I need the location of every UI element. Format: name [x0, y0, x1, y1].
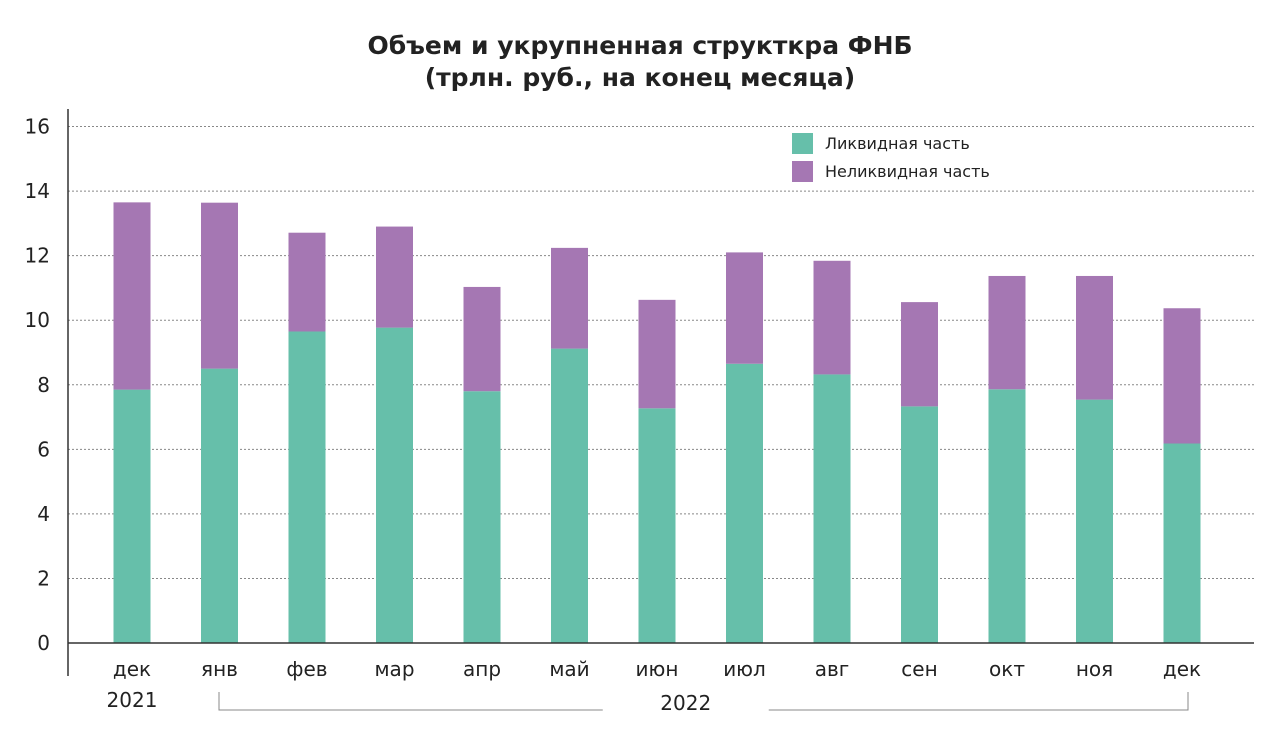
bar-illiquid [726, 252, 763, 364]
legend-swatch-illiquid [792, 161, 813, 182]
bars [113, 202, 1201, 643]
bar-liquid [1163, 443, 1201, 643]
bar-liquid [638, 408, 676, 643]
bar-illiquid [463, 286, 501, 392]
bar-illiquid [901, 302, 938, 407]
bar-illiquid [988, 275, 1026, 390]
bar-illiquid [813, 260, 851, 375]
bar-liquid [1076, 399, 1113, 643]
x-tick-label: июн [636, 657, 679, 681]
x-tick-label: фев [286, 657, 327, 681]
y-tick-label: 4 [37, 502, 50, 526]
bar-illiquid [551, 247, 588, 349]
axes [67, 109, 1254, 676]
year-bracket-right [768, 692, 1189, 711]
x-tick-label: ноя [1076, 657, 1113, 681]
bar-liquid [113, 389, 151, 643]
x-tick-label: мар [374, 657, 414, 681]
legend-label-illiquid: Неликвидная часть [825, 162, 990, 181]
x-tick-label: июл [723, 657, 766, 681]
chart-title-line-1: Объем и укрупненная структкра ФНБ [367, 31, 913, 60]
x-tick-label: дек [1163, 657, 1201, 681]
bar-liquid [376, 327, 413, 643]
y-tick-label: 10 [25, 308, 50, 332]
legend: Ликвидная часть Неликвидная часть [792, 133, 990, 182]
x-tick-label: окт [989, 657, 1025, 681]
x-tick-label: янв [201, 657, 238, 681]
bar-illiquid [113, 202, 151, 390]
bar-illiquid [376, 226, 413, 328]
x-tick-label: май [549, 657, 589, 681]
legend-label-liquid: Ликвидная часть [825, 134, 970, 153]
y-tick-label: 14 [25, 179, 50, 203]
x-tick-label: дек [113, 657, 151, 681]
bar-illiquid [1076, 275, 1113, 400]
x-tick-label: апр [463, 657, 501, 681]
chart-subtitle: (трлн. руб., на конец месяца) [424, 63, 856, 92]
year-label-2022: 2022 [660, 691, 711, 715]
bar-liquid [988, 389, 1026, 643]
y-tick-label: 8 [37, 373, 50, 397]
bar-liquid [726, 363, 763, 643]
legend-swatch-liquid [792, 133, 813, 154]
x-tick-labels: дек янв фев мар апр май июн июл авг сен окт ноя дек [113, 657, 1201, 681]
bar-illiquid [288, 232, 326, 332]
x-tick-label: авг [815, 657, 850, 681]
y-tick-label: 16 [25, 115, 50, 139]
chart-title: Объем и укрупненная структкра ФНБ (трлн.… [0, 30, 1280, 94]
y-tick-label: 6 [37, 437, 50, 461]
year-label-2021: 2021 [107, 688, 158, 712]
bar-liquid [551, 348, 588, 643]
y-tick-label: 0 [37, 631, 50, 655]
bar-illiquid [1163, 308, 1201, 444]
year-labels: 2021 2022 [107, 688, 1189, 715]
y-tick-label: 2 [37, 566, 50, 590]
bar-illiquid [638, 299, 676, 409]
bar-liquid [901, 406, 938, 643]
bar-liquid [813, 374, 851, 643]
bar-liquid [463, 391, 501, 643]
y-tick-labels: 0 2 4 6 8 10 12 14 16 [25, 115, 50, 656]
y-tick-label: 12 [25, 244, 50, 268]
year-bracket-left [218, 692, 603, 711]
bar-liquid [201, 368, 238, 643]
x-tick-label: сен [901, 657, 937, 681]
bar-illiquid [201, 202, 238, 369]
bar-liquid [288, 331, 326, 643]
